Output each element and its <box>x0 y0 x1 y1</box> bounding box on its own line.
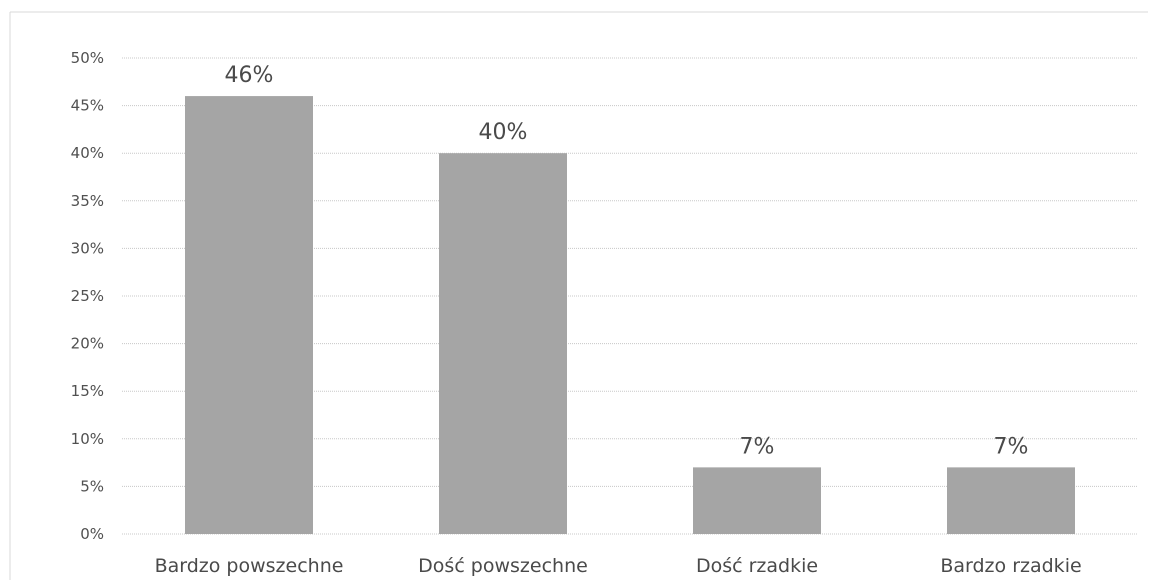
data-label: 7% <box>740 434 775 459</box>
data-label: 7% <box>994 434 1029 459</box>
y-tick-label: 50% <box>71 49 104 67</box>
x-axis: Bardzo powszechne Dość powszechne Dość rza… <box>155 555 1082 577</box>
bars <box>185 96 1075 534</box>
y-tick-label: 30% <box>71 239 104 257</box>
y-tick-label: 45% <box>71 97 104 115</box>
y-tick-label: 25% <box>71 287 104 305</box>
data-labels: 46% 40% 7% 7% <box>225 63 1029 459</box>
bar <box>439 153 567 534</box>
data-label: 46% <box>225 63 274 88</box>
x-tick-label: Dość rzadkie <box>696 555 818 577</box>
y-axis: 0% 5% 10% 15% 20% 25% 30% 35% 40% 45% 50% <box>71 49 104 543</box>
x-tick-label: Bardzo rzadkie <box>940 555 1081 577</box>
bar <box>947 467 1075 534</box>
y-tick-label: 15% <box>71 382 104 400</box>
y-tick-label: 5% <box>80 477 104 495</box>
y-tick-label: 40% <box>71 144 104 162</box>
y-tick-label: 0% <box>80 525 104 543</box>
data-label: 40% <box>479 120 528 145</box>
x-tick-label: Bardzo powszechne <box>155 555 344 577</box>
bar <box>185 96 313 534</box>
y-tick-label: 20% <box>71 335 104 353</box>
x-tick-label: Dość powszechne <box>418 555 588 577</box>
bar <box>693 467 821 534</box>
y-tick-label: 35% <box>71 192 104 210</box>
y-tick-label: 10% <box>71 430 104 448</box>
